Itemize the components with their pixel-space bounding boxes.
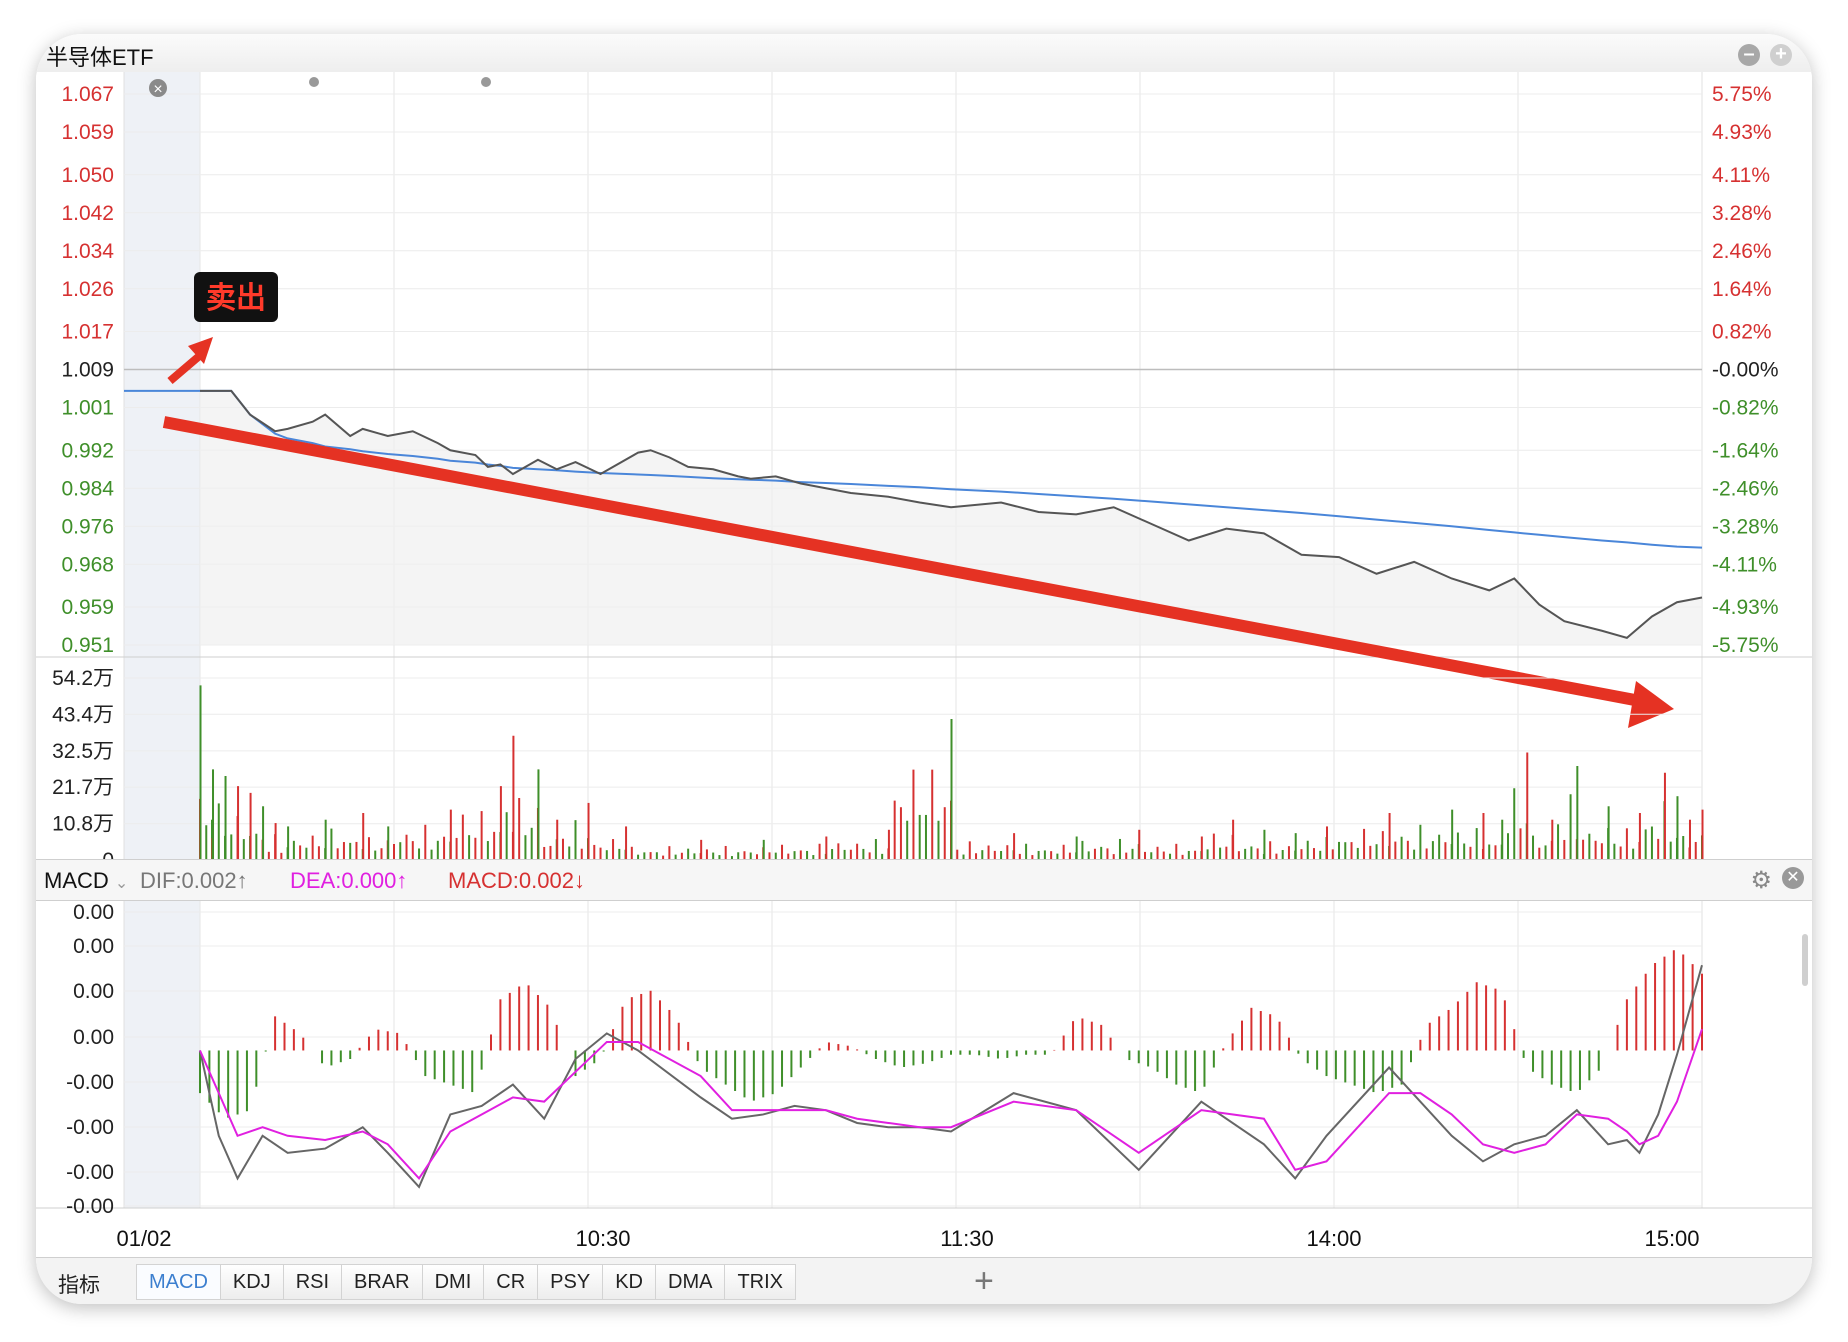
chart-canvas[interactable]: 1.067 5.75% 1.059 4.93% 1.050 4.11% 1.042 3.28%…	[36, 34, 1812, 1257]
y-tick-left: 1.009	[61, 359, 114, 382]
y-tick-left: 1.059	[61, 121, 114, 144]
macd-y-tick: -0.00	[66, 1195, 114, 1218]
tab-psy[interactable]: PSY	[538, 1264, 604, 1300]
tab-brar[interactable]: BRAR	[342, 1264, 423, 1300]
y-tick-right: -0.00%	[1712, 359, 1779, 382]
window-title: 半导体ETF	[46, 45, 154, 70]
volume-y-tick: 21.7万	[52, 776, 114, 799]
y-tick-left: 0.951	[61, 634, 114, 657]
x-tick: 10:30	[575, 1226, 630, 1251]
y-tick-right: 3.28%	[1712, 202, 1772, 225]
y-tick-left: 1.050	[61, 164, 114, 187]
volume-y-tick: 32.5万	[52, 740, 114, 763]
tab-dma[interactable]: DMA	[656, 1264, 726, 1300]
y-tick-right: -0.82%	[1712, 397, 1779, 420]
x-tick: 01/02	[116, 1226, 171, 1251]
price-area	[200, 390, 1702, 645]
y-tick-left: 1.067	[61, 83, 114, 106]
y-tick-left: 1.017	[61, 321, 114, 344]
tab-dmi[interactable]: DMI	[422, 1264, 485, 1300]
x-tick: 14:00	[1306, 1226, 1361, 1251]
pre-open-shade	[124, 72, 200, 860]
downtrend-arrow-head	[1628, 681, 1674, 728]
indicator-tabs: MACD KDJ RSI BRAR DMI CR PSY KD DMA TRIX	[136, 1264, 797, 1300]
dif-legend: DIF:0.002↑	[140, 868, 248, 893]
indicator-header: MACD ⌄ DIF:0.002↑ DEA:0.000↑ MACD:0.002↓…	[36, 859, 1812, 901]
event-marker	[481, 77, 491, 87]
volume-y-tick: 10.8万	[52, 813, 114, 836]
y-tick-left: 1.026	[61, 278, 114, 301]
volume-y-tick: 43.4万	[52, 703, 114, 726]
macd-dea-line	[199, 1028, 1703, 1181]
downtrend-arrow-shaft	[162, 416, 1658, 710]
tab-rsi[interactable]: RSI	[283, 1264, 343, 1300]
plus-circle-icon[interactable]: +	[1770, 44, 1792, 66]
tab-macd[interactable]: MACD	[136, 1264, 221, 1300]
gear-icon[interactable]: ⚙	[1750, 867, 1772, 894]
y-tick-left: 0.968	[61, 553, 114, 576]
sell-label-box	[194, 272, 278, 322]
y-tick-right: 4.93%	[1712, 121, 1772, 144]
macd-y-tick: 0.00	[73, 901, 114, 924]
plus-icon[interactable]: +	[974, 1262, 994, 1300]
x-tick: 11:30	[940, 1226, 993, 1251]
macd-y-tick: 0.00	[73, 1026, 114, 1049]
close-circle-icon[interactable]: ✕	[1782, 867, 1804, 889]
sell-arrow-head	[188, 337, 213, 364]
scrollbar[interactable]	[1802, 934, 1808, 986]
macd-y-tick: -0.00	[66, 1116, 114, 1139]
y-tick-left: 1.034	[61, 240, 114, 263]
y-tick-right: -4.93%	[1712, 596, 1779, 619]
y-tick-left: 0.992	[61, 439, 114, 462]
y-tick-right: -5.75%	[1712, 634, 1779, 657]
y-tick-right: 5.75%	[1712, 83, 1772, 106]
macd-legend: MACD:0.002↓	[448, 868, 585, 893]
y-tick-left: 0.984	[61, 477, 114, 500]
y-tick-left: 1.042	[61, 202, 114, 225]
y-tick-right: -1.64%	[1712, 439, 1779, 462]
y-tick-right: -2.46%	[1712, 477, 1779, 500]
y-tick-right: -4.11%	[1712, 553, 1777, 576]
minus-circle-icon[interactable]: –	[1738, 44, 1760, 66]
dea-legend: DEA:0.000↑	[290, 868, 408, 893]
y-tick-right: 0.82%	[1712, 321, 1772, 344]
y-tick-left: 0.976	[61, 515, 114, 538]
chart-window: 半导体ETF – + 1.067 5.75% 1.059 4.93% 1.050 4.11…	[36, 34, 1812, 1304]
event-marker	[309, 77, 319, 87]
tabs-label: 指标	[58, 1274, 100, 1297]
macd-y-tick: 0.00	[73, 980, 114, 1003]
y-tick-left: 1.001	[61, 397, 114, 420]
macd-dif-line	[199, 964, 1703, 1189]
plot-background	[36, 72, 1812, 1257]
close-annotations-icon	[149, 79, 167, 97]
macd-y-tick: -0.00	[66, 1071, 114, 1094]
tab-kd[interactable]: KD	[603, 1264, 656, 1300]
y-tick-right: 4.11%	[1712, 164, 1770, 187]
indicator-tabs-bar: 指标 MACD KDJ RSI BRAR DMI CR PSY KD DMA TRIX +	[36, 1257, 1812, 1304]
tab-trix[interactable]: TRIX	[725, 1264, 797, 1300]
macd-y-tick: -0.00	[66, 1161, 114, 1184]
volume-y-tick: 54.2万	[52, 667, 114, 690]
pre-open-shade-macd	[124, 900, 200, 1208]
y-tick-right: 2.46%	[1712, 240, 1772, 263]
macd-y-tick: 0.00	[73, 935, 114, 958]
indicator-select[interactable]: MACD ⌄	[44, 868, 129, 893]
sell-label: 卖出	[206, 282, 266, 315]
y-tick-right: 1.64%	[1712, 278, 1772, 301]
price-line	[200, 389, 1703, 639]
y-tick-right: -3.28%	[1712, 515, 1779, 538]
y-tick-left: 0.959	[61, 596, 114, 619]
tab-cr[interactable]: CR	[484, 1264, 539, 1300]
close-annotations-icon-glyph: ×	[153, 81, 162, 98]
x-tick: 15:00	[1644, 1226, 1699, 1251]
tab-kdj[interactable]: KDJ	[220, 1264, 284, 1300]
avg-price-line	[200, 389, 1703, 549]
